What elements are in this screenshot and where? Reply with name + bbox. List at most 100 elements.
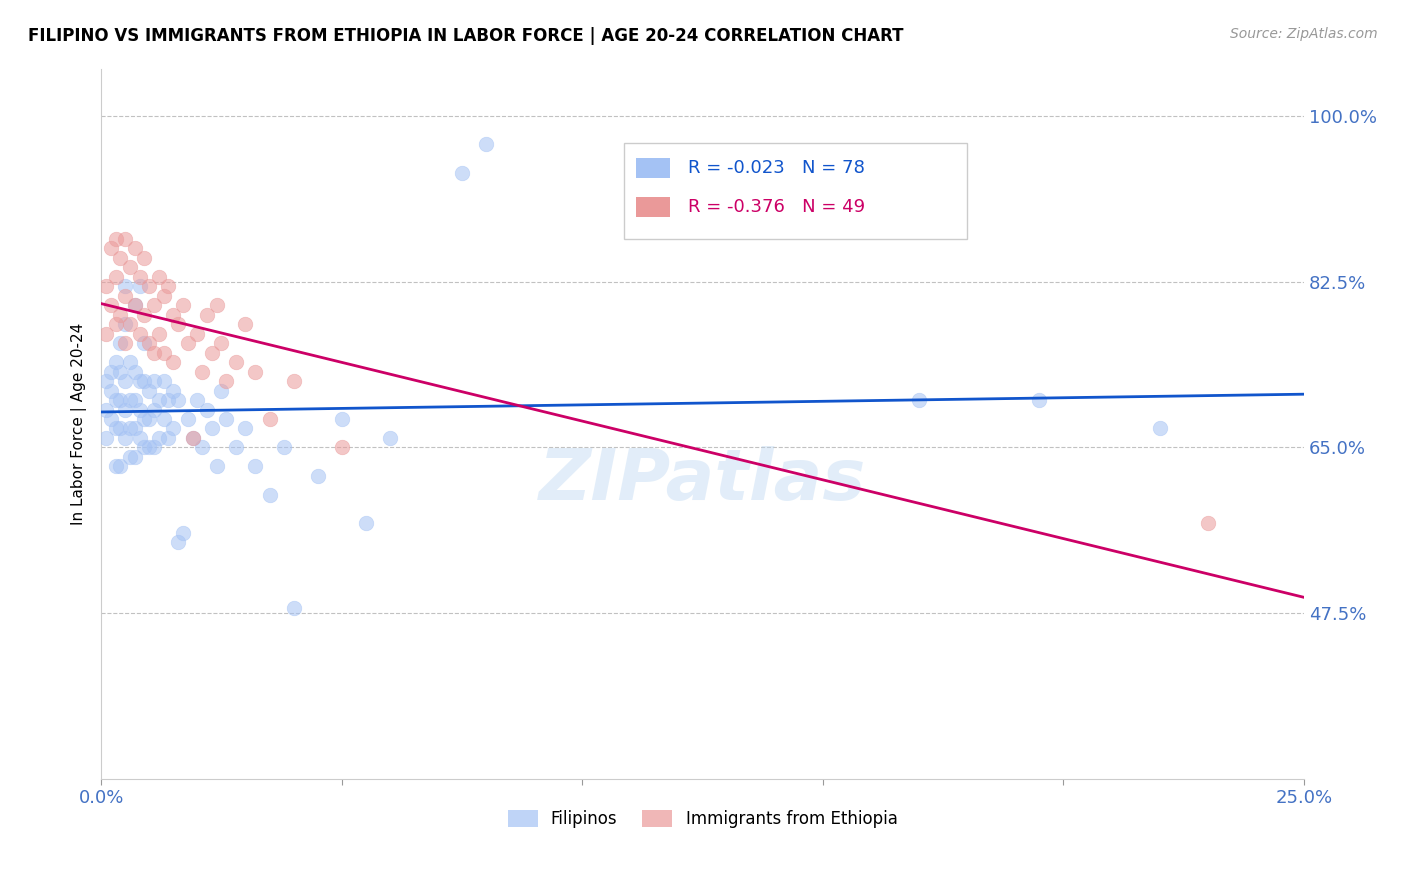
Point — [100, 242, 122, 256]
Point — [138, 336, 160, 351]
Point — [143, 402, 166, 417]
Legend: Filipinos, Immigrants from Ethiopia: Filipinos, Immigrants from Ethiopia — [501, 803, 904, 835]
Point — [148, 431, 170, 445]
Point — [114, 318, 136, 332]
Point — [143, 298, 166, 312]
Point — [94, 279, 117, 293]
Text: R = -0.376   N = 49: R = -0.376 N = 49 — [688, 198, 865, 216]
Point — [124, 242, 146, 256]
Point — [114, 336, 136, 351]
Point — [138, 441, 160, 455]
Point — [100, 298, 122, 312]
Point — [167, 535, 190, 549]
Point — [191, 441, 214, 455]
Point — [354, 516, 377, 531]
Point — [94, 374, 117, 388]
Point — [128, 269, 150, 284]
Point — [209, 384, 232, 398]
Point — [177, 412, 200, 426]
Point — [143, 374, 166, 388]
Point — [157, 279, 180, 293]
Point — [273, 441, 295, 455]
Point — [104, 269, 127, 284]
Point — [124, 298, 146, 312]
Point — [172, 298, 194, 312]
Point — [205, 459, 228, 474]
Point — [157, 392, 180, 407]
Point — [162, 384, 184, 398]
Point — [124, 298, 146, 312]
Point — [114, 431, 136, 445]
Point — [143, 441, 166, 455]
Point — [215, 374, 238, 388]
Point — [94, 326, 117, 341]
Point — [243, 459, 266, 474]
Point — [114, 374, 136, 388]
Point — [162, 308, 184, 322]
Point — [124, 392, 146, 407]
Point — [1028, 392, 1050, 407]
Point — [110, 308, 132, 322]
FancyBboxPatch shape — [624, 143, 967, 239]
Point — [152, 345, 174, 359]
Point — [94, 402, 117, 417]
Text: FILIPINO VS IMMIGRANTS FROM ETHIOPIA IN LABOR FORCE | AGE 20-24 CORRELATION CHAR: FILIPINO VS IMMIGRANTS FROM ETHIOPIA IN … — [28, 27, 904, 45]
Point — [110, 365, 132, 379]
Point — [118, 450, 141, 464]
Point — [167, 318, 190, 332]
Point — [94, 431, 117, 445]
Point — [1149, 421, 1171, 435]
Point — [128, 431, 150, 445]
Point — [124, 421, 146, 435]
Point — [114, 232, 136, 246]
Point — [114, 279, 136, 293]
Y-axis label: In Labor Force | Age 20-24: In Labor Force | Age 20-24 — [72, 323, 87, 524]
Point — [209, 336, 232, 351]
Point — [162, 355, 184, 369]
Point — [186, 392, 208, 407]
Point — [104, 232, 127, 246]
Point — [215, 412, 238, 426]
Point — [177, 336, 200, 351]
Point — [143, 345, 166, 359]
Point — [157, 431, 180, 445]
Point — [475, 137, 498, 152]
Point — [235, 318, 257, 332]
Point — [148, 326, 170, 341]
Point — [104, 318, 127, 332]
FancyBboxPatch shape — [637, 197, 671, 217]
Point — [118, 318, 141, 332]
Point — [100, 412, 122, 426]
Text: R = -0.023   N = 78: R = -0.023 N = 78 — [688, 159, 865, 177]
Point — [118, 355, 141, 369]
Point — [110, 421, 132, 435]
Point — [152, 412, 174, 426]
Point — [148, 392, 170, 407]
Point — [128, 374, 150, 388]
Point — [110, 336, 132, 351]
Point — [307, 468, 329, 483]
Point — [235, 421, 257, 435]
Point — [201, 421, 224, 435]
Point — [259, 488, 281, 502]
Point — [162, 421, 184, 435]
Point — [283, 374, 305, 388]
Point — [243, 365, 266, 379]
Point — [378, 431, 401, 445]
Point — [128, 402, 150, 417]
Point — [181, 431, 204, 445]
Point — [128, 326, 150, 341]
Point — [195, 308, 218, 322]
Point — [152, 289, 174, 303]
Point — [259, 412, 281, 426]
Point — [908, 392, 931, 407]
Point — [181, 431, 204, 445]
Point — [110, 251, 132, 265]
Point — [118, 392, 141, 407]
Point — [114, 289, 136, 303]
Point — [205, 298, 228, 312]
Point — [110, 392, 132, 407]
Point — [138, 279, 160, 293]
Point — [195, 402, 218, 417]
Point — [330, 441, 353, 455]
